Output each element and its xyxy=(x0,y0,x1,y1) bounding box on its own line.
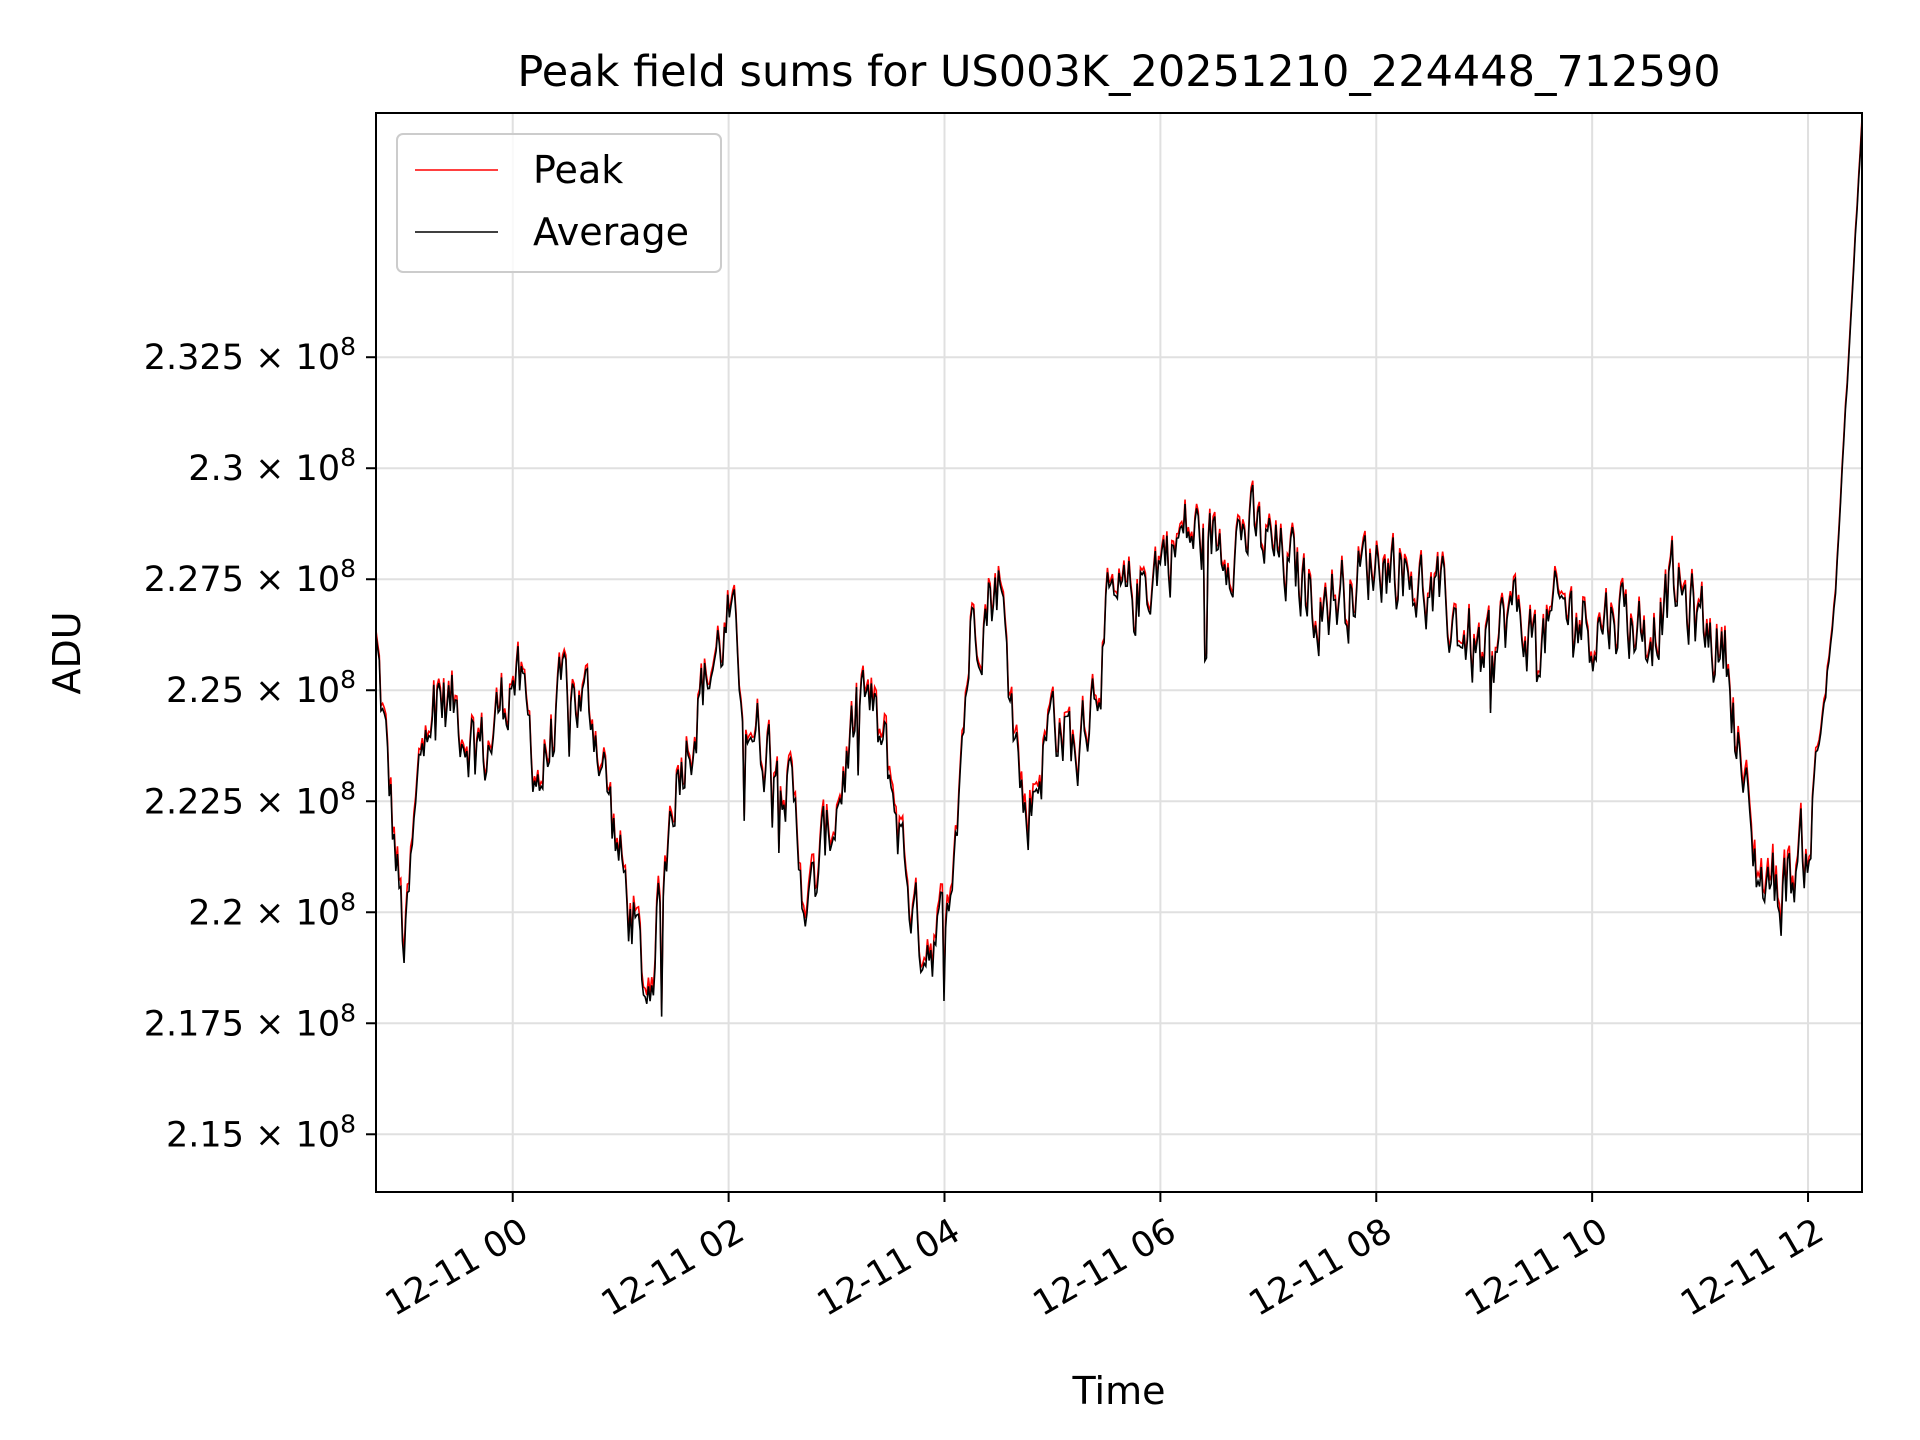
y-tick-suffix: × 10 xyxy=(244,893,340,933)
y-tick-label: 2.275 × 108 xyxy=(144,554,356,600)
x-axis-label: Time xyxy=(1072,1369,1166,1413)
y-tick-label: 2.175 × 108 xyxy=(144,998,356,1044)
y-tick-exponent: 8 xyxy=(340,443,356,472)
plot-frame xyxy=(375,112,1863,1193)
chart-title: Peak field sums for US003K_20251210_2244… xyxy=(517,47,1720,97)
series-layer xyxy=(375,118,1863,1017)
series-average-line xyxy=(375,122,1863,1017)
y-tick-exponent: 8 xyxy=(340,887,356,916)
y-axis-label: ADU xyxy=(45,611,89,694)
y-tick-mantissa: 2.225 xyxy=(144,782,244,822)
y-tick-label: 2.15 × 108 xyxy=(166,1109,356,1155)
y-tick-suffix: × 10 xyxy=(244,560,340,600)
y-tick-suffix: × 10 xyxy=(244,671,340,711)
y-tick-mantissa: 2.275 xyxy=(144,560,244,600)
y-tick-exponent: 8 xyxy=(340,1109,356,1138)
y-tick-suffix: × 10 xyxy=(244,449,340,489)
y-tick-exponent: 8 xyxy=(340,665,356,694)
y-tick-mantissa: 2.325 xyxy=(144,338,244,378)
y-tick-label: 2.325 × 108 xyxy=(144,332,356,378)
y-tick-mantissa: 2.175 xyxy=(144,1004,244,1044)
legend-box xyxy=(396,133,722,273)
y-tick-label: 2.2 × 108 xyxy=(188,887,356,933)
y-tick-suffix: × 10 xyxy=(244,338,340,378)
legend-label-peak: Peak xyxy=(533,148,623,192)
y-tick-exponent: 8 xyxy=(340,998,356,1027)
y-tick-mantissa: 2.15 xyxy=(166,1115,244,1155)
y-tick-exponent: 8 xyxy=(340,776,356,805)
y-tick-exponent: 8 xyxy=(340,554,356,583)
y-tick-suffix: × 10 xyxy=(244,1115,340,1155)
legend: Peak Average xyxy=(396,133,722,273)
y-tick-exponent: 8 xyxy=(340,332,356,361)
y-tick-label: 2.225 × 108 xyxy=(144,776,356,822)
legend-label-average: Average xyxy=(533,210,689,254)
y-tick-suffix: × 10 xyxy=(244,1004,340,1044)
y-tick-mantissa: 2.2 xyxy=(188,893,244,933)
y-tick-mantissa: 2.25 xyxy=(166,671,244,711)
y-tick-mantissa: 2.3 xyxy=(188,449,244,489)
y-tick-label: 2.3 × 108 xyxy=(188,443,356,489)
y-tick-suffix: × 10 xyxy=(244,782,340,822)
y-tick-label: 2.25 × 108 xyxy=(166,665,356,711)
